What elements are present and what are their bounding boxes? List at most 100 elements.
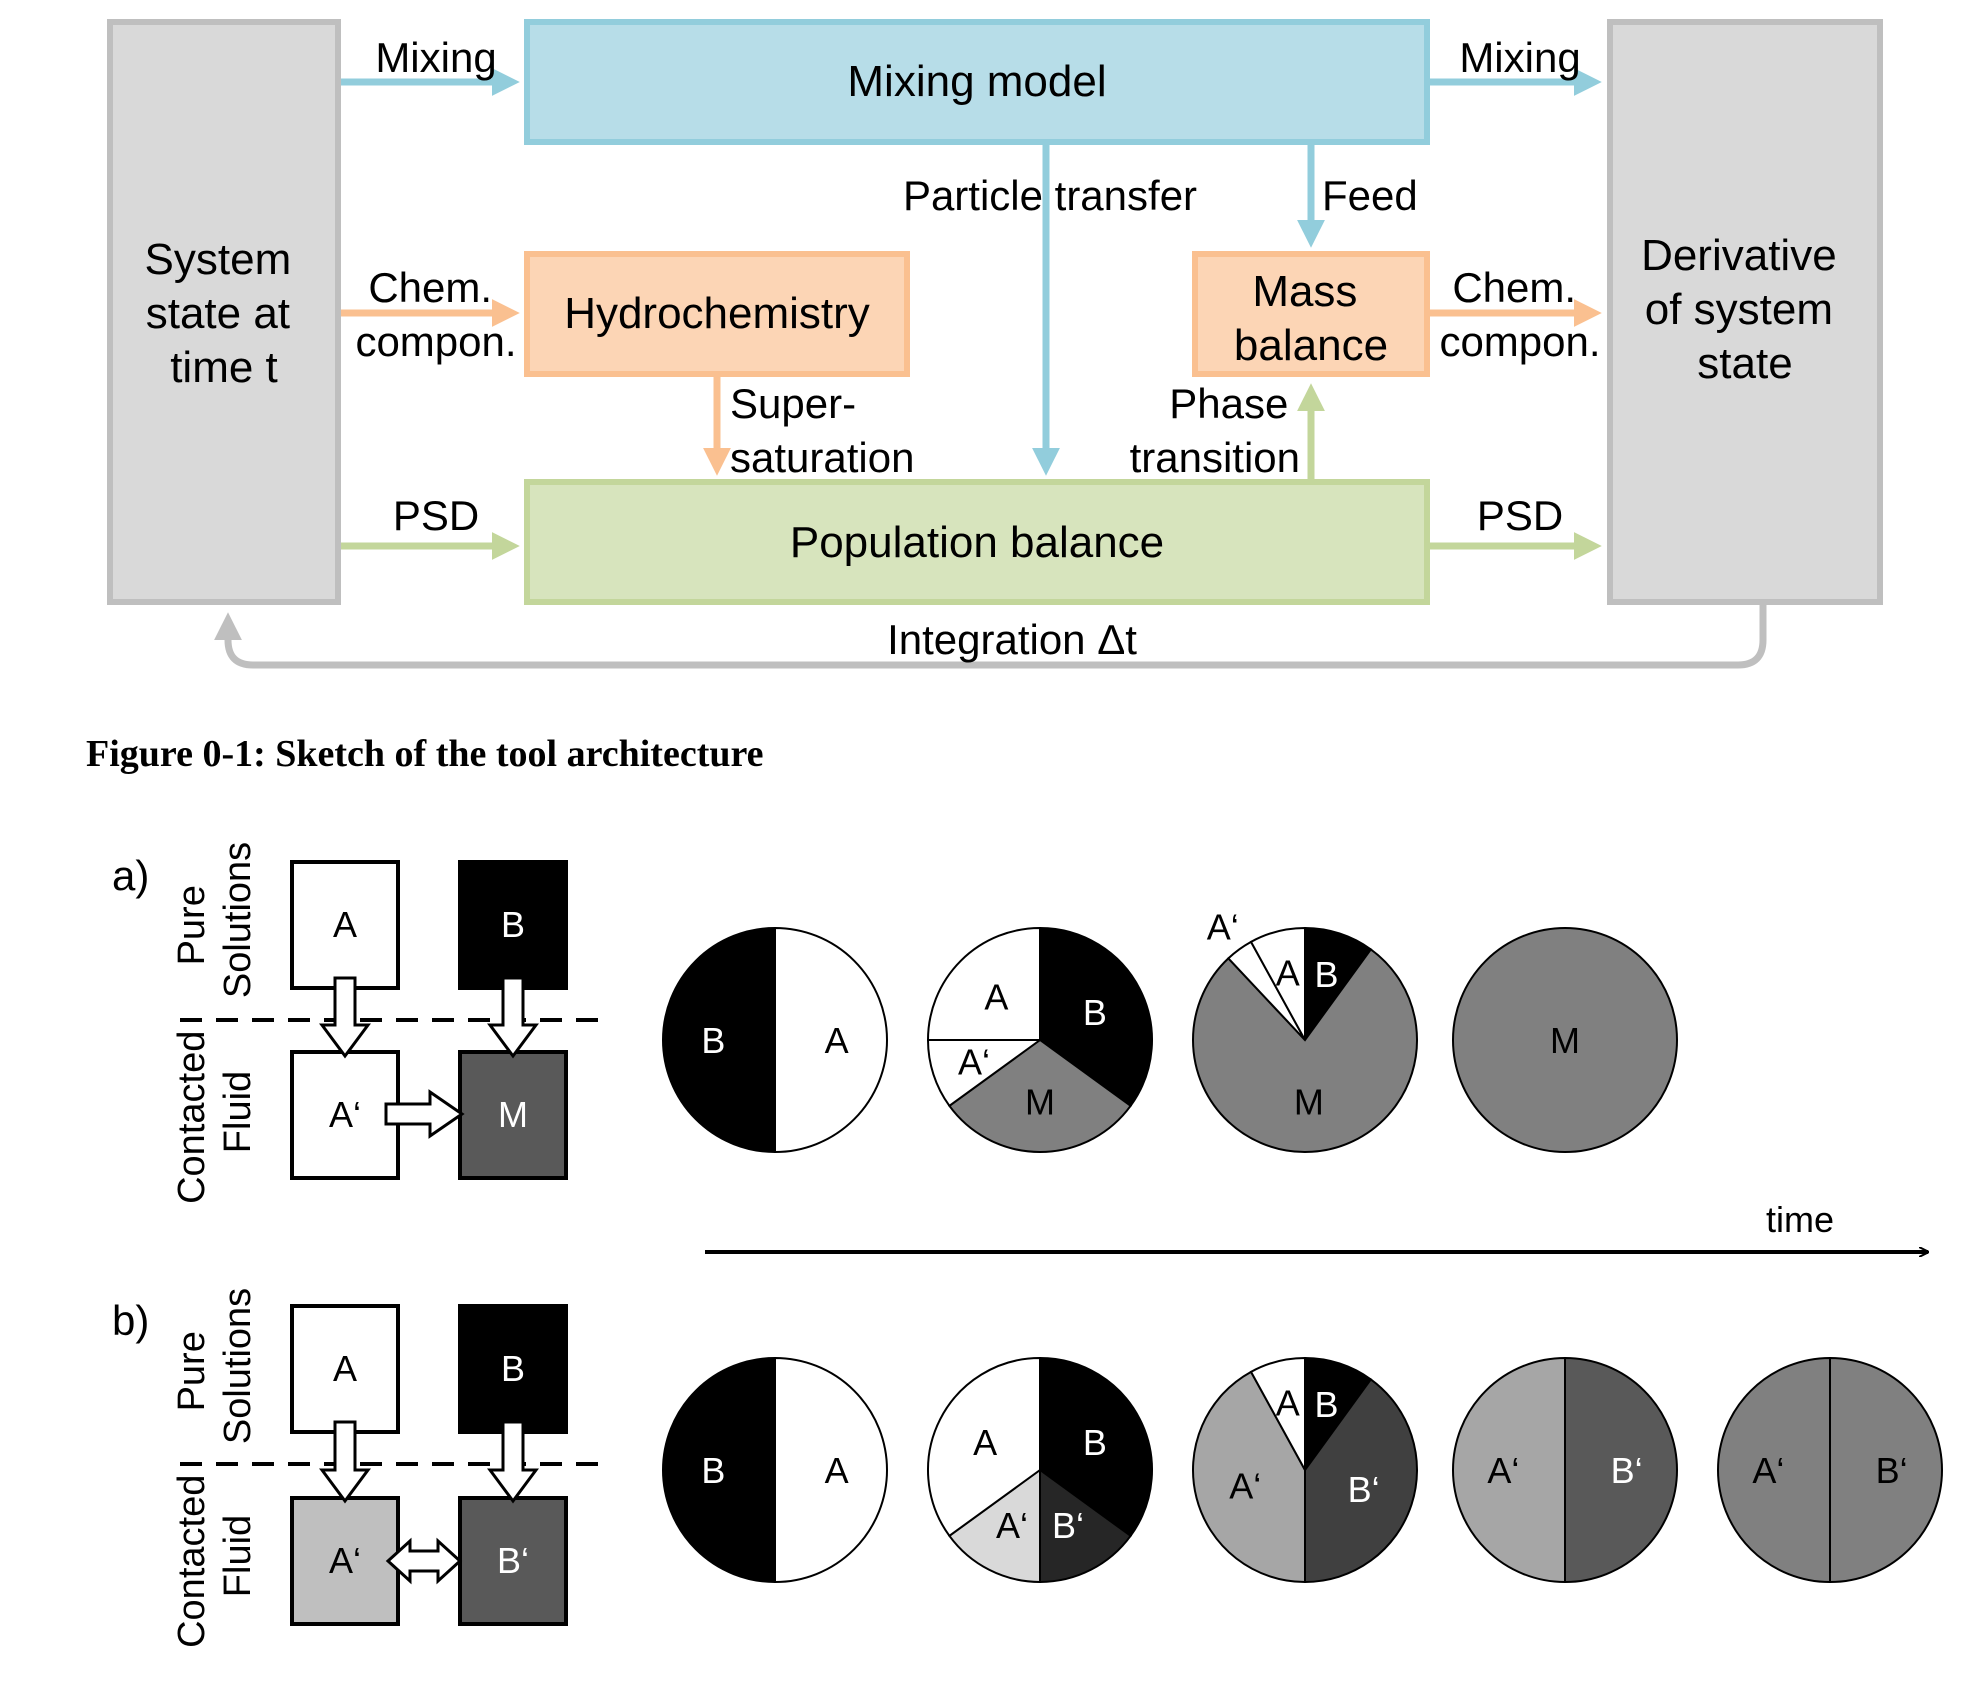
panel-a-box-a-prime-label: A‘ (329, 1094, 361, 1135)
panel-b-pie-3-label-1: B (1314, 1384, 1338, 1425)
panel-a-pie-4: M (1452, 927, 1678, 1153)
panel-b-pie-2: B B‘ A‘ A (927, 1356, 1153, 1584)
chem-out-label: Chem. compon. (1439, 264, 1600, 365)
mixing-model-box (524, 19, 1430, 145)
particle-transfer-label: Particle transfer (903, 172, 1197, 219)
panel-a-label: a) (112, 852, 149, 899)
panel-a-down-arrow-b (487, 976, 539, 1059)
panel-b-pie-5-slice-2 (1717, 1356, 1831, 1584)
population-balance-box (524, 479, 1430, 605)
panel-b-pie-3-label-2: B‘ (1348, 1469, 1380, 1510)
panel-b-pie-4-label-1: B‘ (1611, 1450, 1643, 1491)
mixing-out-label: Mixing (1459, 34, 1580, 81)
phase-transition-label: Phase transition (1130, 380, 1300, 481)
panel-a-contacted-label: Contacted Fluid (171, 1020, 259, 1204)
panel-a-pie-1-label-1: A (825, 1020, 849, 1061)
derivative-label: Derivative of system state (1641, 231, 1849, 388)
panel-a-down-arrow-a (319, 976, 371, 1059)
hydrochemistry-box (524, 251, 910, 377)
figure-caption: Figure 0-1: Sketch of the tool architect… (86, 733, 764, 775)
panel-b-label: b) (112, 1297, 149, 1344)
panel-a-pie-1-slice-2 (662, 926, 776, 1154)
panel-b-pie-1-label-2: B (701, 1450, 725, 1491)
panel-a-box-b-label: B (501, 904, 525, 945)
panel-a-pie-2-label-4: A (984, 976, 1008, 1017)
integration-label: Integration Δt (887, 616, 1137, 663)
panel-b-pie-3-label-3: A‘ (1229, 1465, 1261, 1506)
architecture-diagram: System state at time t Derivative of sys… (107, 19, 1883, 669)
time-label: time (1766, 1199, 1834, 1240)
panel-a-pie-3-label-4: A (1276, 953, 1300, 994)
mixing-in-label: Mixing (375, 34, 496, 81)
panel-b-pie-4-slice-1 (1564, 1356, 1678, 1584)
panel-b-box-b-prime-label: B‘ (497, 1540, 529, 1581)
panel-b-pie-5-label-1: B‘ (1876, 1450, 1908, 1491)
psd-in-label: PSD (393, 492, 479, 539)
panel-b-box-a-label: A (333, 1348, 357, 1389)
panel-a-pie-3-label-2: M (1294, 1082, 1324, 1123)
panel-b-pie-3: B B‘ A‘ A (1192, 1356, 1418, 1584)
panel-a-box-a-label: A (333, 904, 357, 945)
panel-b-pie-2-slice-3 (947, 1468, 1041, 1584)
population-balance-label: Population balance (790, 518, 1164, 567)
panel-b-pie-2-slice-2 (1039, 1468, 1133, 1584)
panel-a-box-m-label: M (498, 1094, 528, 1135)
panel-b-pie-5-slice-1 (1829, 1356, 1943, 1584)
panel-a-pie-3-label-3: A‘ (1207, 907, 1239, 948)
panel-a-box-b (458, 860, 568, 990)
panel-b-pie-2-label-2: B‘ (1052, 1505, 1084, 1546)
supersaturation-label: Super- saturation (730, 380, 914, 481)
panel-b-pie-4: B‘ A‘ (1452, 1356, 1678, 1584)
panel-a: a) Pure Solutions Contacted Fluid A B A‘… (112, 842, 1678, 1204)
panel-b-pie-3-slice-4 (1249, 1356, 1306, 1471)
panel-b-pie-2-slice-4 (927, 1356, 1041, 1538)
panel-b-pie-2-label-1: B (1083, 1422, 1107, 1463)
panel-a-pie-2-slice-1 (1039, 926, 1153, 1108)
panel-b: b) Pure Solutions Contacted Fluid A B A‘… (112, 1288, 1943, 1648)
panel-a-pie-3-slice-4 (1249, 926, 1306, 1041)
panel-a-right-arrow (384, 1089, 465, 1139)
panel-a-box-a-prime (290, 1050, 400, 1180)
panel-a-pie-3-label-1: B (1314, 954, 1338, 995)
panel-b-double-arrow (385, 1537, 463, 1585)
panel-a-pure-label: Pure Solutions (171, 842, 259, 998)
panel-b-box-a-prime-label: A‘ (329, 1540, 361, 1581)
panel-b-pie-2-label-4: A (973, 1422, 997, 1463)
panel-b-pie-5-label-2: A‘ (1752, 1450, 1784, 1491)
panel-a-pie-3-slice-2 (1192, 947, 1418, 1153)
panel-b-pie-4-label-2: A‘ (1487, 1450, 1519, 1491)
panel-b-pie-4-slice-2 (1452, 1356, 1566, 1584)
panel-a-pie-1-slice-1 (774, 926, 888, 1154)
panel-a-pie-2-label-1: B (1083, 992, 1107, 1033)
panel-a-pie-1: AB (662, 926, 888, 1154)
panel-b-pure-label: Pure Solutions (171, 1288, 259, 1444)
panel-b-down-arrow-a (319, 1420, 371, 1504)
panel-a-pie-4-slice-1 (1452, 927, 1678, 1153)
derivative-box (1607, 19, 1883, 605)
mixing-model-label: Mixing model (847, 57, 1106, 106)
panel-b-box-a (290, 1304, 400, 1434)
panel-a-pie-1-label-2: B (701, 1020, 725, 1061)
panel-a-pie-2-label-3: A‘ (958, 1042, 990, 1083)
system-state-box (107, 19, 341, 605)
feed-label: Feed (1322, 172, 1418, 219)
panel-b-pie-1-slice-2 (662, 1356, 776, 1584)
panel-b-pie-1-label-1: A (825, 1450, 849, 1491)
panel-b-box-a-prime (290, 1496, 400, 1626)
panel-b-pie-3-slice-3 (1192, 1370, 1306, 1584)
panel-b-pie-2-slice-1 (1039, 1356, 1153, 1538)
mass-balance-label: Mass balance (1234, 267, 1388, 370)
hydrochemistry-label: Hydrochemistry (564, 289, 870, 338)
panel-b-pie-3-label-4: A (1276, 1383, 1300, 1424)
panel-b-pie-5: B‘ A‘ (1717, 1356, 1943, 1584)
panel-b-box-b-label: B (501, 1348, 525, 1389)
panel-a-pie-2-label-2: M (1025, 1082, 1055, 1123)
integration-arrow (214, 605, 1767, 669)
panel-b-contacted-label: Contacted Fluid (171, 1464, 259, 1648)
panel-b-pie-1: AB (662, 1356, 888, 1584)
panel-b-pie-3-slice-2 (1304, 1377, 1418, 1584)
panel-a-pie-3: B M A‘ A (1192, 907, 1418, 1153)
panel-b-down-arrow-b (487, 1420, 539, 1504)
